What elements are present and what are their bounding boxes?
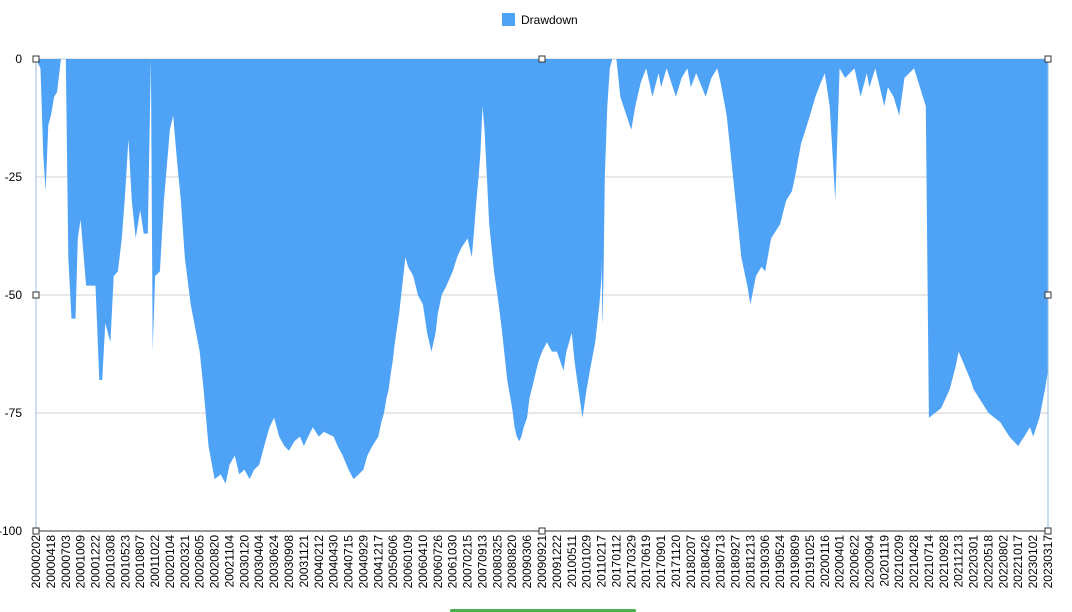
resize-handle-2[interactable] — [1044, 55, 1052, 63]
x-tick-label: 20080325 — [490, 535, 504, 589]
x-tick-label: 20040715 — [342, 535, 356, 589]
x-tick-label: 20210928 — [937, 535, 951, 589]
x-tick-label: 20190809 — [788, 535, 802, 589]
y-tick-label: -25 — [5, 170, 23, 184]
x-tick-label: 20101029 — [580, 535, 594, 589]
x-tick-label: 20220518 — [981, 535, 995, 589]
plot-area — [36, 59, 1048, 484]
x-tick-label: 20200904 — [862, 535, 876, 589]
x-tick-label: 20000202 — [29, 535, 43, 589]
y-tick-label: -75 — [5, 406, 23, 420]
x-tick-label: 20040212 — [312, 535, 326, 589]
x-tick-label: 20070215 — [461, 535, 475, 589]
y-axis-tick-labels: 0 -25 -50 -75 -100 — [0, 52, 22, 538]
x-tick-label: 20020820 — [208, 535, 222, 589]
resize-handle-4[interactable] — [1044, 291, 1052, 299]
x-tick-label: 20110217 — [595, 535, 609, 588]
scroll-indicator[interactable] — [450, 609, 636, 612]
x-tick-label: 20211213 — [952, 535, 966, 588]
x-tick-label: 20221017 — [1011, 535, 1025, 589]
x-tick-label: 20090306 — [520, 535, 534, 589]
x-tick-label: 20181213 — [743, 535, 757, 589]
x-tick-label: 20080820 — [505, 535, 519, 589]
x-tick-label: 20010523 — [118, 535, 132, 589]
x-tick-label: 20030624 — [267, 535, 281, 589]
x-tick-label: 20200401 — [833, 535, 847, 589]
x-tick-label: 20180713 — [714, 535, 728, 589]
x-tick-label: 20040929 — [356, 535, 370, 589]
selection-handles[interactable] — [32, 55, 1052, 535]
x-tick-label: 20180207 — [684, 535, 698, 589]
x-tick-label: 20210428 — [907, 535, 921, 589]
x-tick-label: 20220301 — [967, 535, 981, 589]
x-tick-label: 20010807 — [133, 535, 147, 589]
resize-handle-1[interactable] — [538, 55, 546, 63]
x-tick-label: 20060109 — [401, 535, 415, 589]
x-tick-label: 20020321 — [178, 535, 192, 589]
x-tick-label: 20170901 — [654, 535, 668, 589]
x-tick-label: 20210714 — [922, 535, 936, 589]
x-tick-label: 20030908 — [282, 535, 296, 589]
x-tick-label: 20180927 — [728, 535, 742, 589]
x-tick-label: 20031121 — [297, 535, 311, 588]
x-tick-label: 20060726 — [431, 535, 445, 589]
x-tick-label: 20050606 — [386, 535, 400, 589]
resize-handle-6[interactable] — [538, 527, 546, 535]
y-tick-label: 0 — [15, 52, 22, 66]
x-tick-label: 20011022 — [148, 535, 162, 588]
x-tick-label: 20010308 — [103, 535, 117, 589]
legend-label-drawdown: Drawdown — [521, 13, 578, 27]
x-tick-label: 20040430 — [327, 535, 341, 589]
x-tick-label: 20200622 — [848, 535, 862, 589]
x-tick-label: 20030404 — [252, 535, 266, 589]
x-tick-label: 20090921 — [535, 535, 549, 589]
x-tick-label: 20170329 — [624, 535, 638, 589]
x-tick-label: 20021104 — [222, 535, 236, 588]
x-tick-label: 20020605 — [193, 535, 207, 589]
x-tick-label: 20230317 — [1041, 535, 1055, 589]
x-tick-label: 20220802 — [996, 535, 1010, 589]
x-tick-label: 20091222 — [550, 535, 564, 589]
y-tick-label: -100 — [0, 524, 22, 538]
x-tick-label: 20210209 — [892, 535, 906, 589]
legend-swatch-drawdown — [502, 13, 515, 26]
x-tick-label: 20100511 — [565, 535, 579, 588]
x-tick-label: 20001009 — [74, 535, 88, 589]
x-tick-label: 20200116 — [818, 535, 832, 588]
x-tick-label: 20180426 — [699, 535, 713, 589]
x-tick-label: 20060410 — [416, 535, 430, 589]
resize-handle-5[interactable] — [32, 527, 40, 535]
x-tick-label: 20041217 — [371, 535, 385, 589]
x-tick-label: 20170619 — [639, 535, 653, 589]
x-tick-label: 20000418 — [44, 535, 58, 589]
x-axis-tick-labels: 20000202 20000418 20000703 20001009 20001222… — [29, 535, 1055, 589]
x-tick-label: 20190524 — [773, 535, 787, 589]
resize-handle-3[interactable] — [32, 291, 40, 299]
y-tick-label: -50 — [5, 288, 23, 302]
x-tick-label: 20000703 — [59, 535, 73, 589]
x-tick-label: 20170112 — [609, 535, 623, 588]
x-tick-label: 20061030 — [446, 535, 460, 589]
resize-handle-7[interactable] — [1044, 527, 1052, 535]
x-tick-label: 20191025 — [803, 535, 817, 589]
chart-legend[interactable]: Drawdown — [502, 13, 578, 27]
resize-handle-0[interactable] — [32, 55, 40, 63]
x-tick-label: 20171120 — [669, 535, 683, 588]
x-tick-label: 20001222 — [89, 535, 103, 589]
x-tick-label: 20201119 — [877, 535, 891, 587]
series-drawdown-area — [36, 59, 1048, 484]
x-tick-label: 20020104 — [163, 535, 177, 589]
x-tick-label: 20190306 — [758, 535, 772, 589]
x-tick-label: 20230102 — [1026, 535, 1040, 589]
x-tick-label: 20070913 — [475, 535, 489, 589]
x-tick-label: 20030120 — [237, 535, 251, 589]
